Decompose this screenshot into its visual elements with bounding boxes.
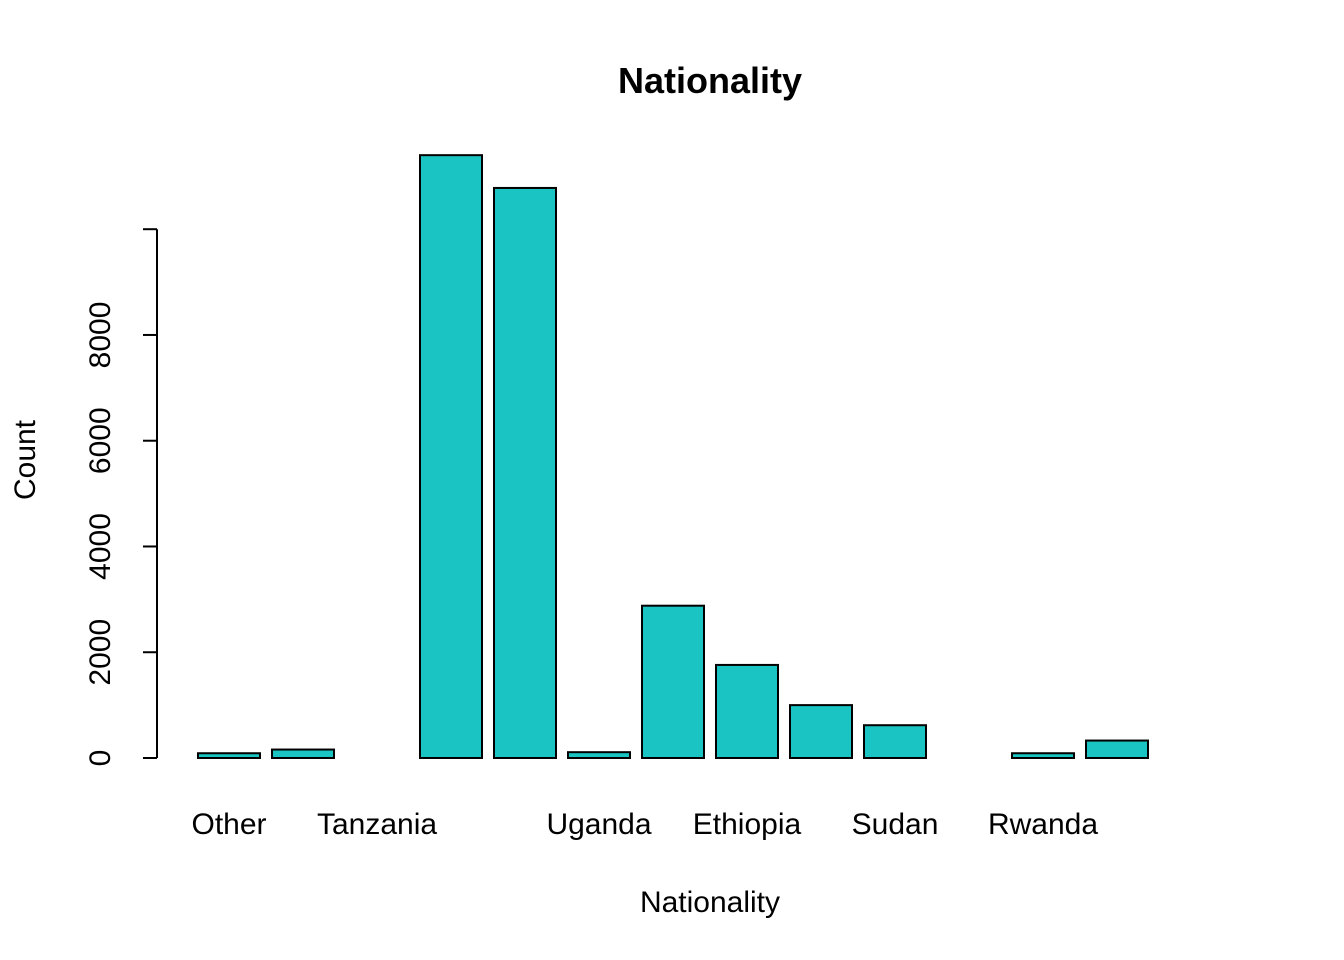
bar bbox=[1011, 752, 1075, 759]
y-axis-tick-label: 0 bbox=[84, 750, 117, 767]
bar bbox=[641, 604, 705, 760]
chart-title: Nationality bbox=[618, 60, 802, 101]
x-axis-tick-label: Other bbox=[191, 808, 266, 841]
y-axis: 0 2000 4000 6000 8000 bbox=[84, 228, 158, 767]
y-axis-tick-label: 6000 bbox=[84, 407, 117, 474]
x-axis-tick-label: Uganda bbox=[546, 808, 651, 841]
bar bbox=[419, 154, 483, 759]
bar bbox=[1085, 739, 1149, 760]
bar bbox=[715, 663, 779, 760]
bar bbox=[197, 752, 261, 759]
x-axis-tick-label: Sudan bbox=[852, 808, 939, 841]
y-axis-tick-label: 4000 bbox=[84, 513, 117, 580]
bar bbox=[789, 704, 853, 759]
bar bbox=[863, 724, 927, 760]
y-axis-tick-label: 8000 bbox=[84, 302, 117, 369]
y-axis-tick-label: 2000 bbox=[84, 619, 117, 686]
x-axis-tick-label: Ethiopia bbox=[693, 808, 802, 841]
x-axis-tick-labels: Other Tanzania Uganda Ethiopia Sudan Rwanda bbox=[191, 808, 1098, 841]
x-axis-tick-label: Tanzania bbox=[317, 808, 437, 841]
bars-group bbox=[197, 154, 1149, 760]
bar bbox=[567, 751, 631, 760]
y-axis-label: Count bbox=[9, 419, 42, 500]
bar bbox=[493, 186, 557, 759]
x-axis-tick-label: Rwanda bbox=[988, 808, 1098, 841]
x-axis-label: Nationality bbox=[640, 886, 780, 919]
bar bbox=[271, 748, 335, 759]
